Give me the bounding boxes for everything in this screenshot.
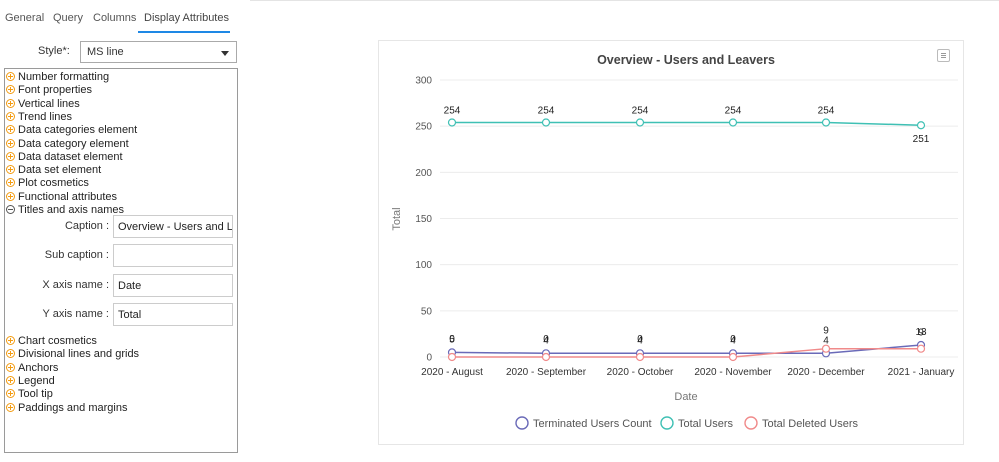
- header-divider: [250, 0, 999, 1]
- expand-icon[interactable]: [6, 138, 15, 148]
- tree-group-label: Data category element: [18, 137, 129, 150]
- attribute-tree: Number formatting Font properties Vertical…: [4, 68, 238, 453]
- tree-group-label: Data categories element: [18, 124, 138, 137]
- tree-group-titles-and-axis-names[interactable]: Titles and axis names: [6, 204, 124, 217]
- expand-icon[interactable]: [6, 375, 15, 385]
- sub-caption-input[interactable]: [113, 244, 233, 267]
- style-select[interactable]: MS line: [80, 41, 237, 63]
- tree-group-label: Anchors: [18, 361, 59, 374]
- tree-group-font-properties[interactable]: Font properties: [6, 84, 92, 97]
- tree-group-label: Data set element: [18, 164, 102, 177]
- tree-group-label: Tool tip: [18, 388, 53, 401]
- tree-group-plot-cosmetics[interactable]: Plot cosmetics: [6, 177, 89, 190]
- expand-icon[interactable]: [6, 85, 15, 95]
- tree-group-tool-tip[interactable]: Tool tip: [6, 388, 53, 401]
- tab-bar: General Query Columns Display Attributes: [0, 0, 240, 34]
- tree-group-label: Paddings and margins: [18, 401, 128, 414]
- expand-icon[interactable]: [6, 165, 15, 175]
- tree-group-label: Chart cosmetics: [18, 335, 97, 347]
- x-axis-name-input[interactable]: Date: [113, 274, 233, 297]
- tree-group-data-dataset-element[interactable]: Data dataset element: [6, 151, 123, 164]
- expand-icon[interactable]: [6, 72, 15, 81]
- sub-caption-label: Sub caption :: [44, 249, 109, 261]
- tree-group-label: Divisional lines and grids: [18, 348, 140, 361]
- tree-group-divisional-lines-and-grids[interactable]: Divisional lines and grids: [6, 348, 139, 361]
- tree-group-label: Data dataset element: [18, 150, 123, 163]
- expand-icon[interactable]: [6, 362, 15, 372]
- style-label: Style*:: [38, 45, 70, 57]
- tree-group-data-category-element[interactable]: Data category element: [6, 138, 129, 151]
- tree-group-label: Number formatting: [18, 71, 110, 83]
- tree-group-label: Functional attributes: [18, 190, 118, 203]
- tree-group-label: Legend: [18, 374, 55, 387]
- expand-icon[interactable]: [6, 191, 15, 201]
- tree-group-legend[interactable]: Legend: [6, 375, 55, 388]
- expand-icon[interactable]: [6, 111, 15, 121]
- collapse-icon[interactable]: [6, 205, 15, 214]
- chart-menu-icon[interactable]: [937, 49, 950, 62]
- tree-group-label: Font properties: [18, 84, 92, 97]
- tree-group-anchors[interactable]: Anchors: [6, 362, 58, 375]
- tree-group-paddings-and-margins[interactable]: Paddings and margins: [6, 402, 127, 415]
- expand-icon[interactable]: [6, 336, 15, 345]
- tree-group-label: Trend lines: [18, 110, 73, 123]
- y-axis-name-input[interactable]: Total: [113, 303, 233, 326]
- tree-group-label: Vertical lines: [18, 97, 80, 110]
- chevron-down-icon: [221, 51, 229, 56]
- tree-group-vertical-lines[interactable]: Vertical lines: [6, 98, 80, 111]
- expand-icon[interactable]: [6, 402, 15, 412]
- tree-group-label: Titles and axis names: [18, 204, 124, 216]
- expand-icon[interactable]: [6, 178, 15, 188]
- tree-group-label: Plot cosmetics: [18, 177, 89, 190]
- caption-input[interactable]: Overview - Users and Leavers: [113, 215, 233, 238]
- expand-icon[interactable]: [6, 349, 15, 359]
- tree-group-data-set-element[interactable]: Data set element: [6, 164, 101, 177]
- chart-panel: [378, 40, 964, 445]
- active-tab-indicator: [138, 31, 230, 33]
- x-axis-name-label: X axis name :: [42, 279, 109, 291]
- tab-display-attributes[interactable]: Display Attributes: [144, 12, 229, 24]
- expand-icon[interactable]: [6, 389, 15, 399]
- tree-group-number-formatting[interactable]: Number formatting: [6, 71, 109, 84]
- tree-group-data-categories-element[interactable]: Data categories element: [6, 124, 137, 137]
- tree-group-trend-lines[interactable]: Trend lines: [6, 111, 72, 124]
- tree-group-chart-cosmetics[interactable]: Chart cosmetics: [6, 335, 97, 348]
- expand-icon[interactable]: [6, 125, 15, 135]
- expand-icon[interactable]: [6, 151, 15, 161]
- expand-icon[interactable]: [6, 98, 15, 108]
- style-select-value: MS line: [87, 46, 124, 58]
- tab-query[interactable]: Query: [53, 12, 83, 24]
- tab-general[interactable]: General: [5, 12, 45, 24]
- tab-columns[interactable]: Columns: [93, 12, 137, 24]
- y-axis-name-label: Y axis name :: [42, 308, 109, 320]
- caption-label: Caption :: [64, 220, 109, 232]
- tree-group-functional-attributes[interactable]: Functional attributes: [6, 191, 117, 204]
